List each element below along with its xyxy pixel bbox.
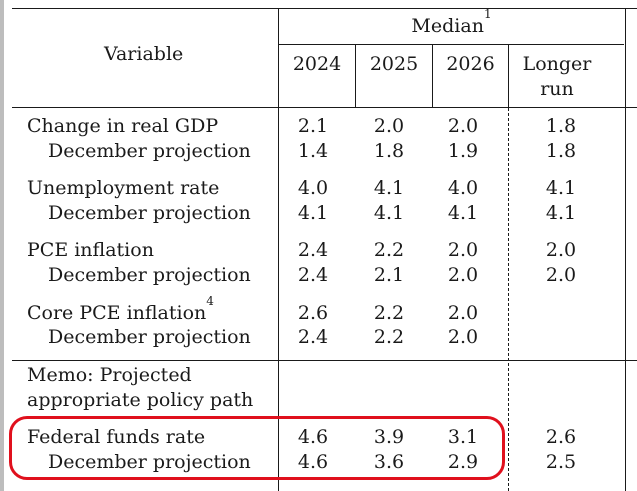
cell-unemp-dec-2024: 4.1 xyxy=(297,202,329,224)
median-footnote: 1 xyxy=(483,6,492,21)
year-header-2025: 2025 xyxy=(369,53,419,75)
cell-gdp-2024: 2.1 xyxy=(297,115,329,137)
cell-pce-longer-run: 2.0 xyxy=(545,239,577,261)
year-divider-2 xyxy=(432,44,433,108)
cell-pce-dec-2026: 2.0 xyxy=(447,264,479,286)
header-bottom-rule xyxy=(12,107,637,108)
top-rule xyxy=(12,8,637,9)
cell-pce-dec-2024: 2.4 xyxy=(297,264,329,286)
cell-core-pce-2026: 2.0 xyxy=(447,302,479,324)
cell-core-pce-dec-2026: 2.0 xyxy=(447,326,479,348)
cell-gdp-dec-longer-run: 1.8 xyxy=(545,140,577,162)
row-label-federal-funds-rate: Federal funds rate xyxy=(27,426,206,448)
cell-unemp-longer-run: 4.1 xyxy=(545,177,577,199)
cell-ffr-dec-2025: 3.6 xyxy=(373,451,405,473)
cell-pce-dec-2025: 2.1 xyxy=(373,264,405,286)
year-header-2026: 2026 xyxy=(446,53,495,75)
median-underline xyxy=(279,44,624,45)
cell-ffr-2026: 3.1 xyxy=(447,426,479,448)
row-label-gdp-december: December projection xyxy=(48,140,251,162)
cell-gdp-longer-run: 1.8 xyxy=(545,115,577,137)
memo-line-1: Memo: Projected xyxy=(27,364,192,386)
year-divider-3 xyxy=(508,44,509,108)
cell-core-pce-2025: 2.2 xyxy=(373,302,405,324)
longer-run-dashed-divider xyxy=(508,108,509,491)
cell-ffr-2025: 3.9 xyxy=(373,426,405,448)
cell-unemp-dec-2025: 4.1 xyxy=(373,202,405,224)
cell-unemp-2024: 4.0 xyxy=(297,177,329,199)
federal-funds-highlight-box xyxy=(9,416,505,480)
cell-gdp-dec-2026: 1.9 xyxy=(447,140,479,162)
cell-gdp-dec-2025: 1.8 xyxy=(373,140,405,162)
cell-pce-2025: 2.2 xyxy=(373,239,405,261)
memo-line-2: appropriate policy path xyxy=(27,389,254,411)
cell-ffr-longer-run: 2.6 xyxy=(545,426,577,448)
cell-pce-dec-longer-run: 2.0 xyxy=(545,264,577,286)
cell-pce-2024: 2.4 xyxy=(297,239,329,261)
cell-core-pce-dec-2025: 2.2 xyxy=(373,326,405,348)
median-header: Median1 xyxy=(411,6,492,37)
row-label-core-pce: Core PCE inflation4 xyxy=(27,293,214,324)
year-header-2024: 2024 xyxy=(292,53,342,75)
cell-ffr-dec-2024: 4.6 xyxy=(297,451,329,473)
memo-rule xyxy=(12,360,637,361)
row-label-federal-funds-rate-december: December projection xyxy=(48,451,251,473)
cell-unemp-dec-2026: 4.1 xyxy=(447,202,479,224)
row-label-gdp: Change in real GDP xyxy=(27,115,219,137)
right-table-border xyxy=(625,8,626,491)
row-label-pce-december: December projection xyxy=(48,264,251,286)
cell-unemp-dec-longer-run: 4.1 xyxy=(545,202,577,224)
longer-run-header: Longer run xyxy=(522,53,592,100)
cell-unemp-2026: 4.0 xyxy=(447,177,479,199)
cell-ffr-dec-2026: 2.9 xyxy=(447,451,479,473)
variable-header: Variable xyxy=(104,43,184,65)
row-label-core-pce-december: December projection xyxy=(48,326,251,348)
cell-gdp-dec-2024: 1.4 xyxy=(297,140,329,162)
row-label-pce: PCE inflation xyxy=(27,239,154,261)
row-label-unemployment: Unemployment rate xyxy=(27,177,220,199)
cell-pce-2026: 2.0 xyxy=(447,239,479,261)
variable-column-divider xyxy=(278,8,279,491)
cell-core-pce-dec-2024: 2.4 xyxy=(297,326,329,348)
cell-core-pce-2024: 2.6 xyxy=(297,302,329,324)
cell-gdp-2025: 2.0 xyxy=(373,115,405,137)
year-divider-1 xyxy=(355,44,356,108)
cell-ffr-dec-longer-run: 2.5 xyxy=(545,451,577,473)
cell-ffr-2024: 4.6 xyxy=(297,426,329,448)
cell-unemp-2025: 4.1 xyxy=(373,177,405,199)
window-edge xyxy=(0,0,4,491)
row-label-unemployment-december: December projection xyxy=(48,202,251,224)
core-pce-footnote: 4 xyxy=(206,293,214,308)
cell-gdp-2026: 2.0 xyxy=(447,115,479,137)
